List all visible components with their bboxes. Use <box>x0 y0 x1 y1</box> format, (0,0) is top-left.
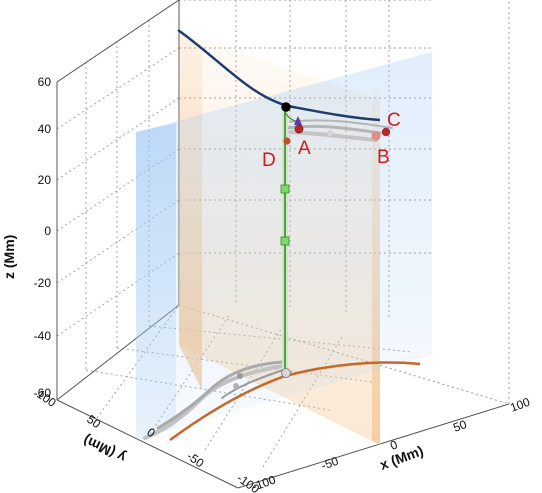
point-label-c: C <box>387 110 401 131</box>
x-axis-label: x (Mm) <box>378 442 426 472</box>
z-tick-60: 60 <box>38 75 52 89</box>
point-label-a: A <box>298 138 311 159</box>
marker-loop-2 <box>237 373 243 379</box>
marker-point-b <box>371 131 381 141</box>
marker-point-a <box>294 124 304 134</box>
marker-loop-3 <box>233 383 239 389</box>
x-tick-m50: -50 <box>319 454 340 473</box>
x-tick-m100: -100 <box>250 472 278 493</box>
marker-triangle <box>294 116 302 125</box>
markers <box>233 102 391 389</box>
z-tick-m60: -60 <box>34 386 52 400</box>
z-tick-20: 20 <box>38 173 52 187</box>
marker-bottom-sphere <box>281 368 291 378</box>
z-tick-0: 0 <box>44 224 51 238</box>
marker-square-2 <box>280 236 290 246</box>
z-axis-label: z (Mm) <box>1 235 17 279</box>
marker-top-sphere <box>281 102 291 112</box>
z-tick-m20: -20 <box>34 276 52 290</box>
marker-point-d <box>283 137 291 145</box>
point-labels: A B C D <box>262 110 401 171</box>
marker-loop-1 <box>327 130 333 136</box>
marker-point-c <box>381 127 391 137</box>
x-tick-50: 50 <box>451 417 469 435</box>
loops-lower <box>143 360 284 440</box>
y-tick-m50: -50 <box>184 449 207 471</box>
marker-square-1 <box>280 184 290 194</box>
x-axis: -100 -50 0 50 100 <box>250 395 532 493</box>
x-tick-0: 0 <box>388 437 399 453</box>
point-label-b: B <box>377 147 390 168</box>
z-axis: 60 40 20 0 -20 -40 -60 <box>34 75 52 400</box>
z-tick-m40: -40 <box>34 329 52 343</box>
plane-y-edge <box>136 123 176 440</box>
x-tick-100: 100 <box>508 395 532 415</box>
y-axis-label: y (Mm) <box>81 432 129 466</box>
z-tick-40: 40 <box>38 122 52 136</box>
point-label-d: D <box>262 150 276 171</box>
